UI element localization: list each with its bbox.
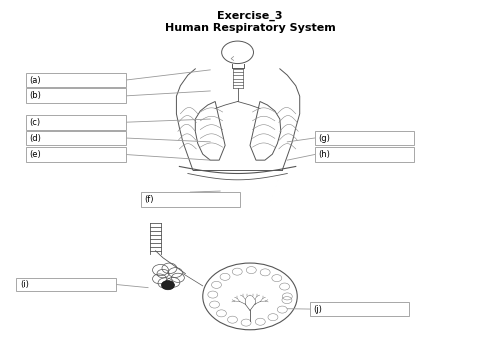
FancyBboxPatch shape — [314, 147, 414, 162]
Text: (i): (i) — [20, 280, 28, 289]
FancyBboxPatch shape — [310, 302, 409, 316]
FancyBboxPatch shape — [140, 192, 240, 207]
Text: (e): (e) — [30, 150, 42, 159]
Text: (j): (j) — [313, 304, 322, 314]
Text: Human Respiratory System: Human Respiratory System — [164, 23, 336, 33]
Text: (h): (h) — [318, 150, 330, 159]
Text: (d): (d) — [30, 133, 42, 143]
FancyBboxPatch shape — [26, 88, 126, 103]
FancyBboxPatch shape — [26, 73, 126, 87]
Text: (c): (c) — [30, 118, 41, 127]
FancyBboxPatch shape — [314, 131, 414, 145]
Text: (f): (f) — [144, 195, 154, 204]
Text: (b): (b) — [30, 91, 42, 101]
FancyBboxPatch shape — [26, 115, 126, 130]
FancyBboxPatch shape — [16, 278, 116, 291]
Text: (a): (a) — [30, 75, 42, 85]
Text: Exercise_3: Exercise_3 — [217, 10, 283, 21]
Text: (g): (g) — [318, 133, 330, 143]
Circle shape — [162, 281, 174, 290]
FancyBboxPatch shape — [26, 131, 126, 145]
FancyBboxPatch shape — [26, 147, 126, 162]
